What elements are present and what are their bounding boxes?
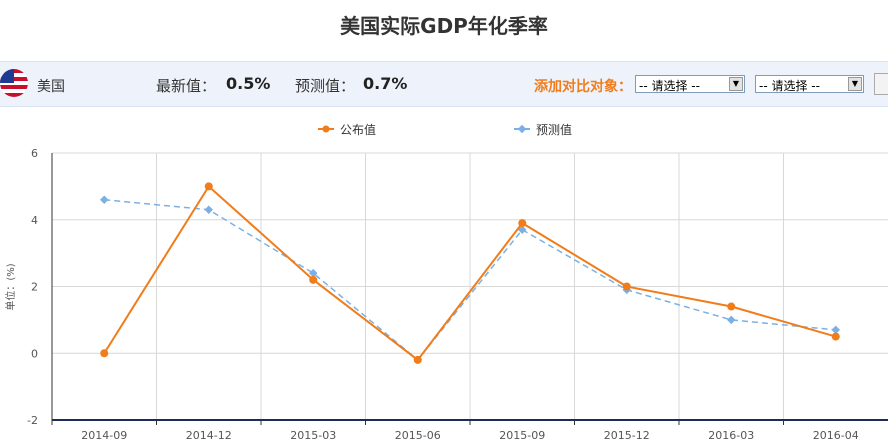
data-point-series-1	[100, 195, 109, 204]
data-point-series-1	[309, 268, 318, 278]
compare-select-1[interactable]: -- 请选择 -- ▼	[635, 75, 745, 93]
data-point-series-0	[204, 182, 213, 191]
series-line-0	[103, 184, 837, 362]
x-tick-label: 2015-06	[395, 429, 441, 442]
country-name: 美国	[37, 79, 65, 95]
latest-value-label: 最新值：	[156, 77, 217, 95]
y-tick-label: 4	[31, 214, 38, 227]
compare-select-1-value: -- 请选择 --	[639, 79, 700, 93]
us-flag-icon	[0, 69, 28, 97]
data-point-series-1	[204, 205, 213, 214]
forecast-value: 0.7%	[363, 74, 408, 93]
compare-select-2[interactable]: -- 请选择 -- ▼	[755, 75, 864, 93]
x-tick-label: 2015-12	[604, 429, 650, 442]
x-tick-label: 2015-09	[499, 429, 545, 442]
plot-area: -2 0 2 4 6 2014-09 2014-12 2015-03 2015-06 2015-0…	[27, 147, 888, 442]
x-tick-label: 2014-12	[186, 429, 232, 442]
x-tick-label: 2016-04	[813, 429, 859, 442]
y-tick-label: -2	[27, 414, 38, 427]
legend-marker-series-1	[517, 124, 527, 134]
data-point-series-0	[831, 332, 840, 341]
compare-add-button[interactable]	[874, 73, 888, 95]
data-point-series-0	[413, 355, 422, 364]
data-point-series-0	[309, 275, 318, 284]
x-tick-label: 2016-03	[708, 429, 754, 442]
data-point-series-0	[518, 219, 527, 228]
compare-label: 添加对比对象：	[534, 79, 632, 95]
data-point-series-0	[622, 282, 631, 291]
legend-label-series-1: 预测值	[536, 122, 572, 137]
forecast-value-label: 预测值：	[295, 77, 356, 95]
chevron-down-icon[interactable]: ▼	[848, 77, 862, 91]
latest-value: 0.5%	[226, 74, 271, 93]
x-tick-label: 2015-03	[290, 429, 336, 442]
compare-select-2-value: -- 请选择 --	[759, 79, 820, 93]
data-point-series-0	[727, 302, 736, 311]
x-tick-label: 2014-09	[81, 429, 127, 442]
chevron-down-icon[interactable]: ▼	[729, 77, 743, 91]
legend-label-series-0: 公布值	[340, 122, 376, 137]
legend: 公布值 预测值	[318, 122, 572, 137]
y-axis-label: 单位：(%)	[4, 263, 17, 310]
data-point-series-1	[727, 315, 736, 325]
y-tick-label: 0	[31, 347, 38, 360]
legend-item-series-1[interactable]: 预测值	[514, 122, 572, 137]
legend-item-series-0[interactable]: 公布值	[318, 122, 376, 137]
legend-marker-series-0	[322, 125, 330, 133]
series-line-1	[104, 198, 836, 361]
y-tick-label: 6	[31, 147, 38, 160]
info-bar: 美国 最新值： 0.5% 预测值： 0.7% 添加对比对象： -- 请选择 --…	[0, 61, 888, 107]
data-point-series-0	[100, 349, 109, 358]
y-tick-label: 2	[31, 281, 38, 294]
page-title: 美国实际GDP年化季率	[340, 14, 548, 38]
gdp-line-chart: 公布值 预测值 单位：(%) -2 0 2 4 6 2014-09 2014-12 2015-…	[4, 122, 888, 442]
